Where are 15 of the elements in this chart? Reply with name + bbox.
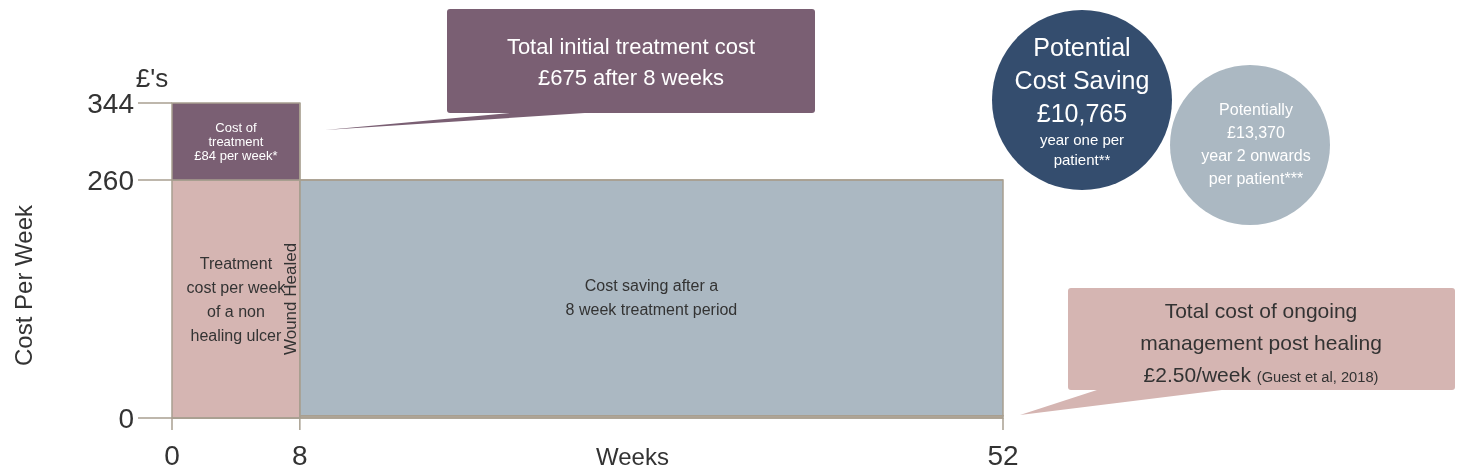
y-tick-label: 260 [87, 164, 134, 196]
text: Potential Cost Saving £10,765 year one per patient** [1014, 33, 1150, 168]
text: £'s [135, 63, 169, 93]
x-axis-title: Weeks [596, 443, 669, 470]
y-axis-title: Cost Per Week [10, 204, 37, 366]
text: Potentially £13,370 year 2 onwards per patient*** [1201, 101, 1311, 187]
y-tick-label: 0 [118, 403, 134, 434]
x-tick-label: 52 [987, 440, 1019, 470]
x-tick-label: 8 [292, 440, 308, 470]
series-label: Cost of treatment £84 per week* [194, 120, 278, 164]
x-tick-label: 0 [164, 440, 180, 470]
series-label: Cost saving after a 8 week treatment period [565, 277, 738, 319]
text: Total initial treatment cost £675 after 8 weeks [506, 34, 756, 90]
y-tick-label: 344 [87, 88, 134, 119]
text: Total cost of ongoing management post healing £2.50/week (Guest et al, 2018) [1140, 299, 1382, 386]
